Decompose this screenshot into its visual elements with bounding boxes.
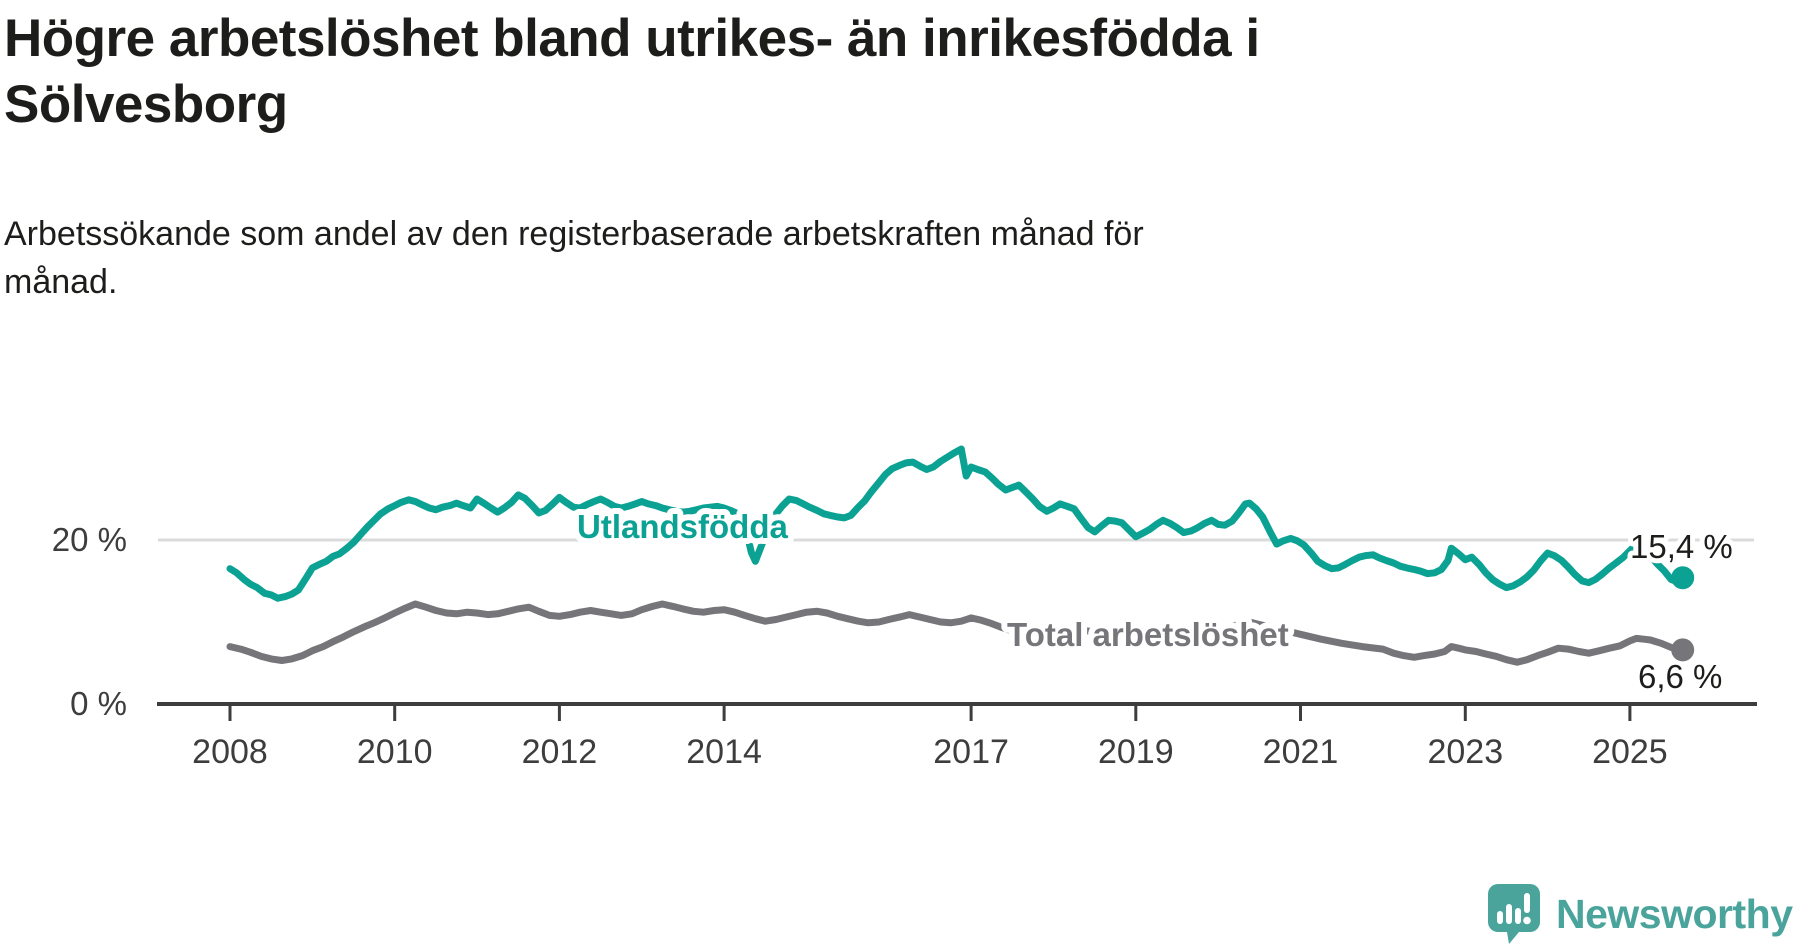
y-tick-label-20: 20 % <box>52 521 127 558</box>
x-tick-label: 2025 <box>1592 733 1668 771</box>
x-tick-label: 2019 <box>1098 733 1174 771</box>
x-tick-label: 2008 <box>192 733 268 771</box>
end-value-label-total: 6,6 % <box>1638 658 1722 695</box>
series-line-utlandsfodda <box>226 445 1687 602</box>
y-tick-label-0: 0 % <box>70 685 127 722</box>
page-title: Högre arbetslöshet bland utrikes- än inr… <box>4 6 1260 138</box>
end-value-label-utlandsfodda: 15,4 % <box>1630 528 1733 565</box>
title-line-1: Högre arbetslöshet bland utrikes- än inr… <box>4 9 1260 68</box>
series-line-total-arbetsloshet <box>226 600 1687 666</box>
x-tick-label: 2012 <box>522 733 598 771</box>
subtitle-line-1: Arbetssökande som andel av den registerb… <box>4 215 1144 253</box>
newsworthy-wordmark: Newsworthy <box>1556 891 1793 937</box>
x-tick-label: 2021 <box>1263 733 1339 771</box>
series-label-total-arbetsloshet: Total arbetslöshet <box>1007 616 1289 653</box>
newsworthy-logo-icon <box>1488 884 1540 944</box>
newsworthy-branding: Newsworthy <box>1488 884 1793 946</box>
series-label-utlandsfodda: Utlandsfödda <box>577 508 788 545</box>
subtitle-line-2: månad. <box>4 263 118 301</box>
page-subtitle: Arbetssökande som andel av den registerb… <box>4 210 1144 306</box>
x-tick-label: 2010 <box>357 733 433 771</box>
series-end-dot-utlandsfodda <box>1671 566 1695 590</box>
x-tick-label: 2014 <box>686 733 762 771</box>
x-tick-label: 2023 <box>1427 733 1503 771</box>
title-line-2: Sölvesborg <box>4 75 288 134</box>
series-end-dot-total-arbetsloshet <box>1671 638 1695 662</box>
x-tick-label: 2017 <box>933 733 1009 771</box>
